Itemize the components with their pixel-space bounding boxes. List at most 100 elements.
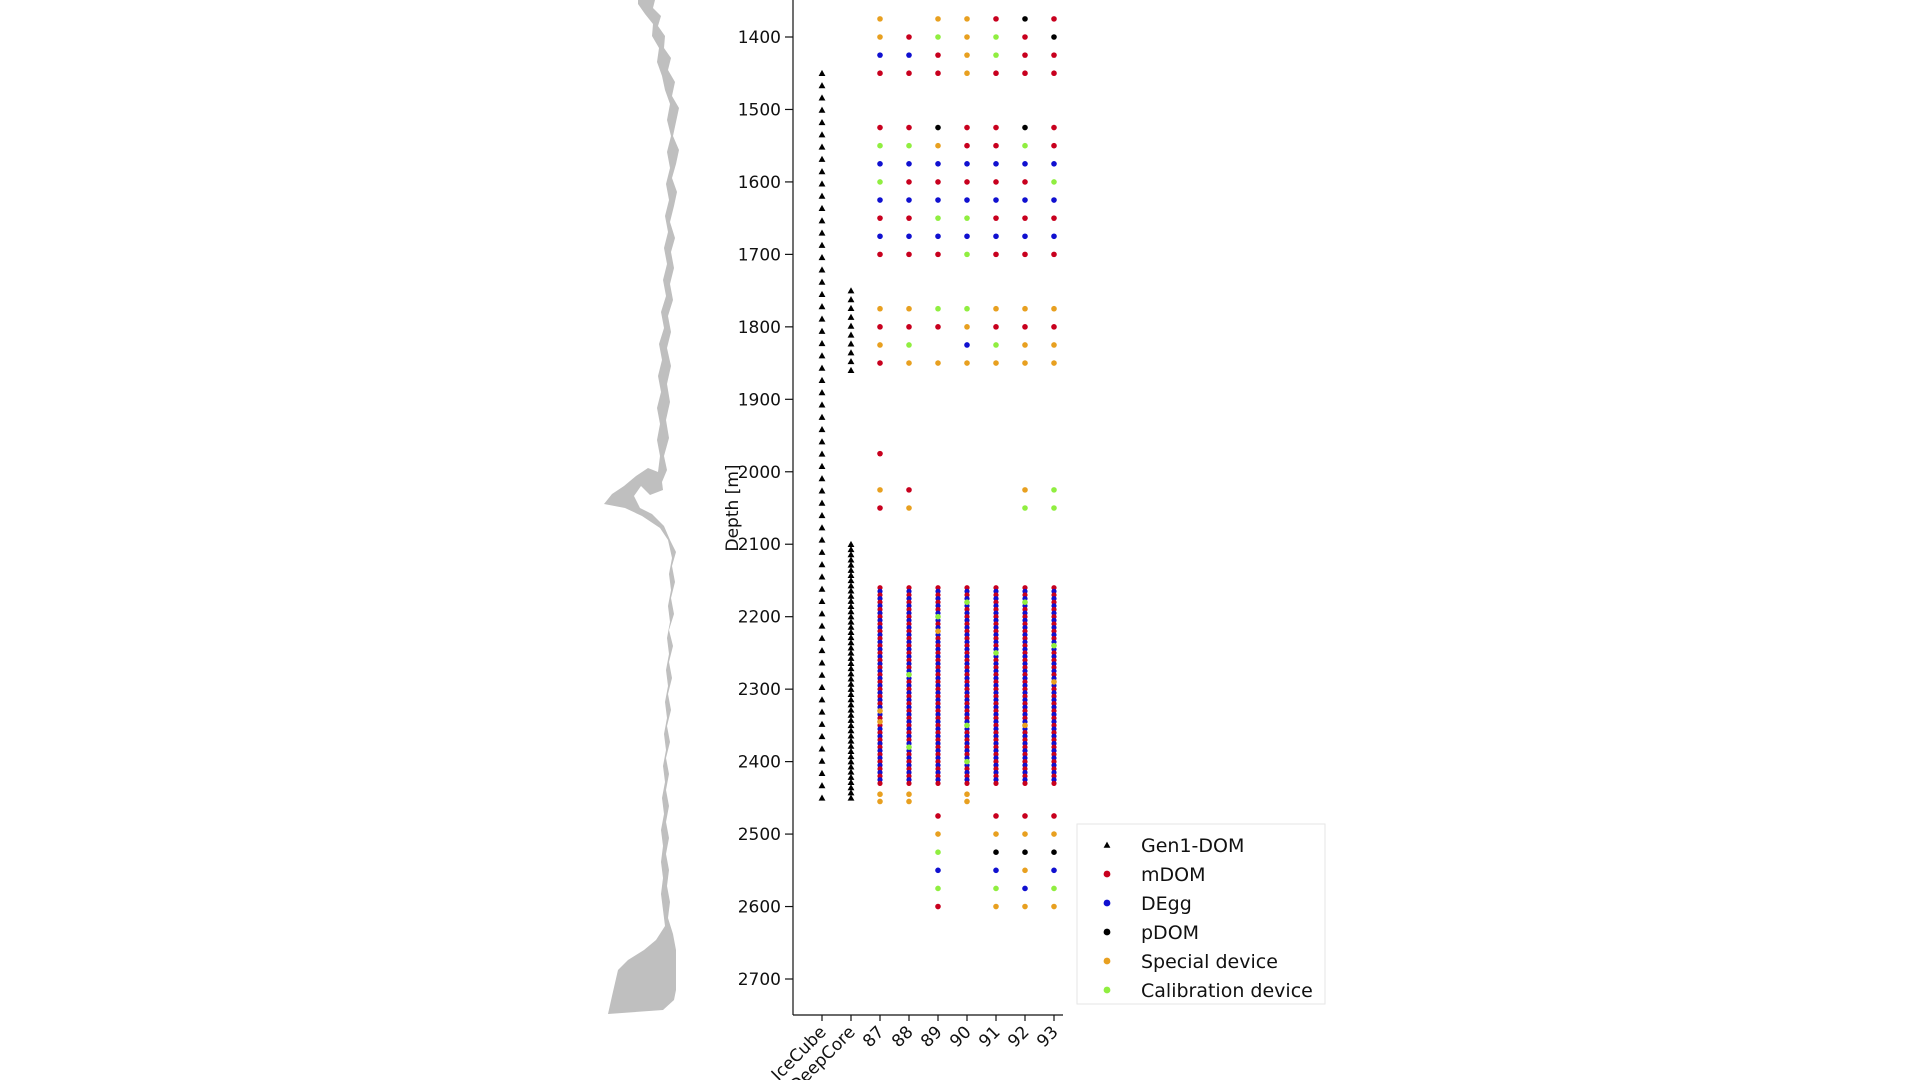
mdom-marker: [1022, 708, 1028, 714]
mdom-marker: [964, 693, 970, 700]
mdom-marker: [993, 124, 999, 131]
degg-marker: [877, 690, 883, 696]
mdom-marker: [877, 737, 883, 743]
calibration-device-marker: [1051, 505, 1057, 511]
mdom-marker: [1051, 628, 1057, 634]
degg-marker: [1051, 161, 1057, 167]
degg-marker: [1022, 233, 1028, 240]
degg-marker: [906, 704, 912, 710]
gen1-dom-marker: [818, 217, 826, 224]
mdom-marker: [935, 693, 941, 700]
gen1-dom-marker: [818, 597, 826, 605]
gen1-dom-marker: [818, 118, 826, 126]
mdom-marker: [906, 650, 912, 656]
mdom-marker: [964, 780, 970, 786]
y-axis-label: Depth [m]: [723, 464, 743, 551]
mdom-marker: [1051, 813, 1057, 819]
mdom-marker: [993, 672, 999, 678]
mdom-marker: [935, 766, 941, 772]
mdom-marker: [877, 773, 883, 779]
special-device-marker: [877, 708, 883, 714]
gen1-dom-marker: [847, 551, 855, 558]
calibration-device-marker: [1022, 142, 1028, 149]
degg-marker: [906, 653, 912, 660]
special-device-marker: [1051, 342, 1057, 348]
degg-marker: [1022, 661, 1028, 667]
y-tick-label: 1600: [738, 173, 781, 193]
special-device-marker: [964, 34, 970, 40]
mdom-marker: [1022, 766, 1028, 772]
degg-marker: [1051, 697, 1057, 703]
mdom-marker: [964, 657, 970, 663]
gen1-dom-marker: [847, 659, 855, 666]
calibration-device-marker: [993, 34, 999, 40]
gen1-dom-marker: [847, 690, 855, 698]
mdom-marker: [964, 606, 970, 613]
mdom-marker: [1051, 70, 1057, 77]
mdom-marker: [906, 324, 912, 330]
special-device-marker: [993, 903, 999, 910]
special-device-marker: [877, 718, 883, 725]
degg-marker: [1051, 748, 1057, 754]
mdom-marker: [1051, 614, 1057, 620]
degg-marker: [906, 639, 912, 645]
ice-profile-shape: [604, 0, 679, 1014]
degg-marker: [877, 233, 883, 240]
degg-marker: [877, 661, 883, 667]
mdom-marker: [906, 751, 912, 757]
gen1-dom-marker: [818, 733, 826, 740]
degg-marker: [993, 762, 999, 768]
mdom-marker: [993, 693, 999, 700]
degg-marker: [993, 675, 999, 681]
mdom-marker: [906, 664, 912, 671]
calibration-device-marker: [1051, 487, 1057, 493]
gen1-dom-marker: [818, 450, 826, 457]
degg-marker: [993, 161, 999, 167]
mdom-marker: [935, 592, 941, 598]
special-device-marker: [906, 360, 912, 366]
mdom-marker: [877, 628, 883, 634]
special-device-marker: [877, 791, 883, 798]
degg-marker: [935, 668, 941, 674]
mdom-marker: [877, 701, 883, 707]
gen1-dom-marker: [818, 364, 826, 371]
degg-marker: [1051, 233, 1057, 240]
calibration-device-marker: [906, 342, 912, 348]
degg-marker: [877, 653, 883, 660]
degg-marker: [1022, 704, 1028, 710]
legend-item: Calibration device: [1103, 980, 1313, 1002]
degg-marker: [993, 603, 999, 609]
mdom-marker: [906, 643, 912, 649]
degg-marker: [935, 588, 941, 594]
gen1-dom-marker: [847, 716, 855, 723]
degg-marker: [1022, 740, 1028, 747]
mdom-marker: [906, 657, 912, 663]
mdom-marker: [993, 708, 999, 714]
degg-marker: [935, 595, 941, 602]
mdom-marker: [993, 744, 999, 750]
special-device-marker: [1051, 360, 1057, 366]
mdom-marker: [1022, 606, 1028, 613]
mdom-marker: [935, 679, 941, 685]
special-device-marker: [1051, 831, 1057, 837]
gen1-dom-marker: [818, 180, 826, 187]
degg-marker: [964, 639, 970, 645]
gen1-dom-marker: [847, 546, 855, 553]
gen1-dom-marker: [847, 685, 855, 692]
degg-marker: [964, 697, 970, 703]
mdom-marker: [1022, 773, 1028, 779]
mdom-marker: [993, 643, 999, 649]
mdom-marker: [993, 664, 999, 671]
legend-label: Special device: [1141, 951, 1278, 973]
calibration-device-marker: [906, 744, 912, 750]
degg-marker: [935, 726, 941, 732]
mdom-marker: [935, 813, 941, 819]
gen1-dom-marker: [847, 608, 855, 615]
degg-marker: [964, 740, 970, 747]
mdom-marker: [935, 324, 941, 330]
calibration-device-marker: [877, 179, 883, 185]
mdom-marker: [1022, 324, 1028, 330]
legend-label: mDOM: [1141, 864, 1206, 886]
